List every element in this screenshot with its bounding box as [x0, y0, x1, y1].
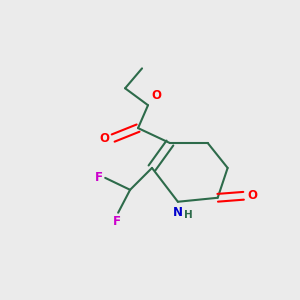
- Text: F: F: [95, 171, 103, 184]
- Text: O: O: [151, 89, 161, 102]
- Text: F: F: [113, 215, 121, 228]
- Text: N: N: [173, 206, 183, 219]
- Text: O: O: [247, 189, 257, 202]
- Text: O: O: [100, 132, 110, 145]
- Text: H: H: [184, 210, 193, 220]
